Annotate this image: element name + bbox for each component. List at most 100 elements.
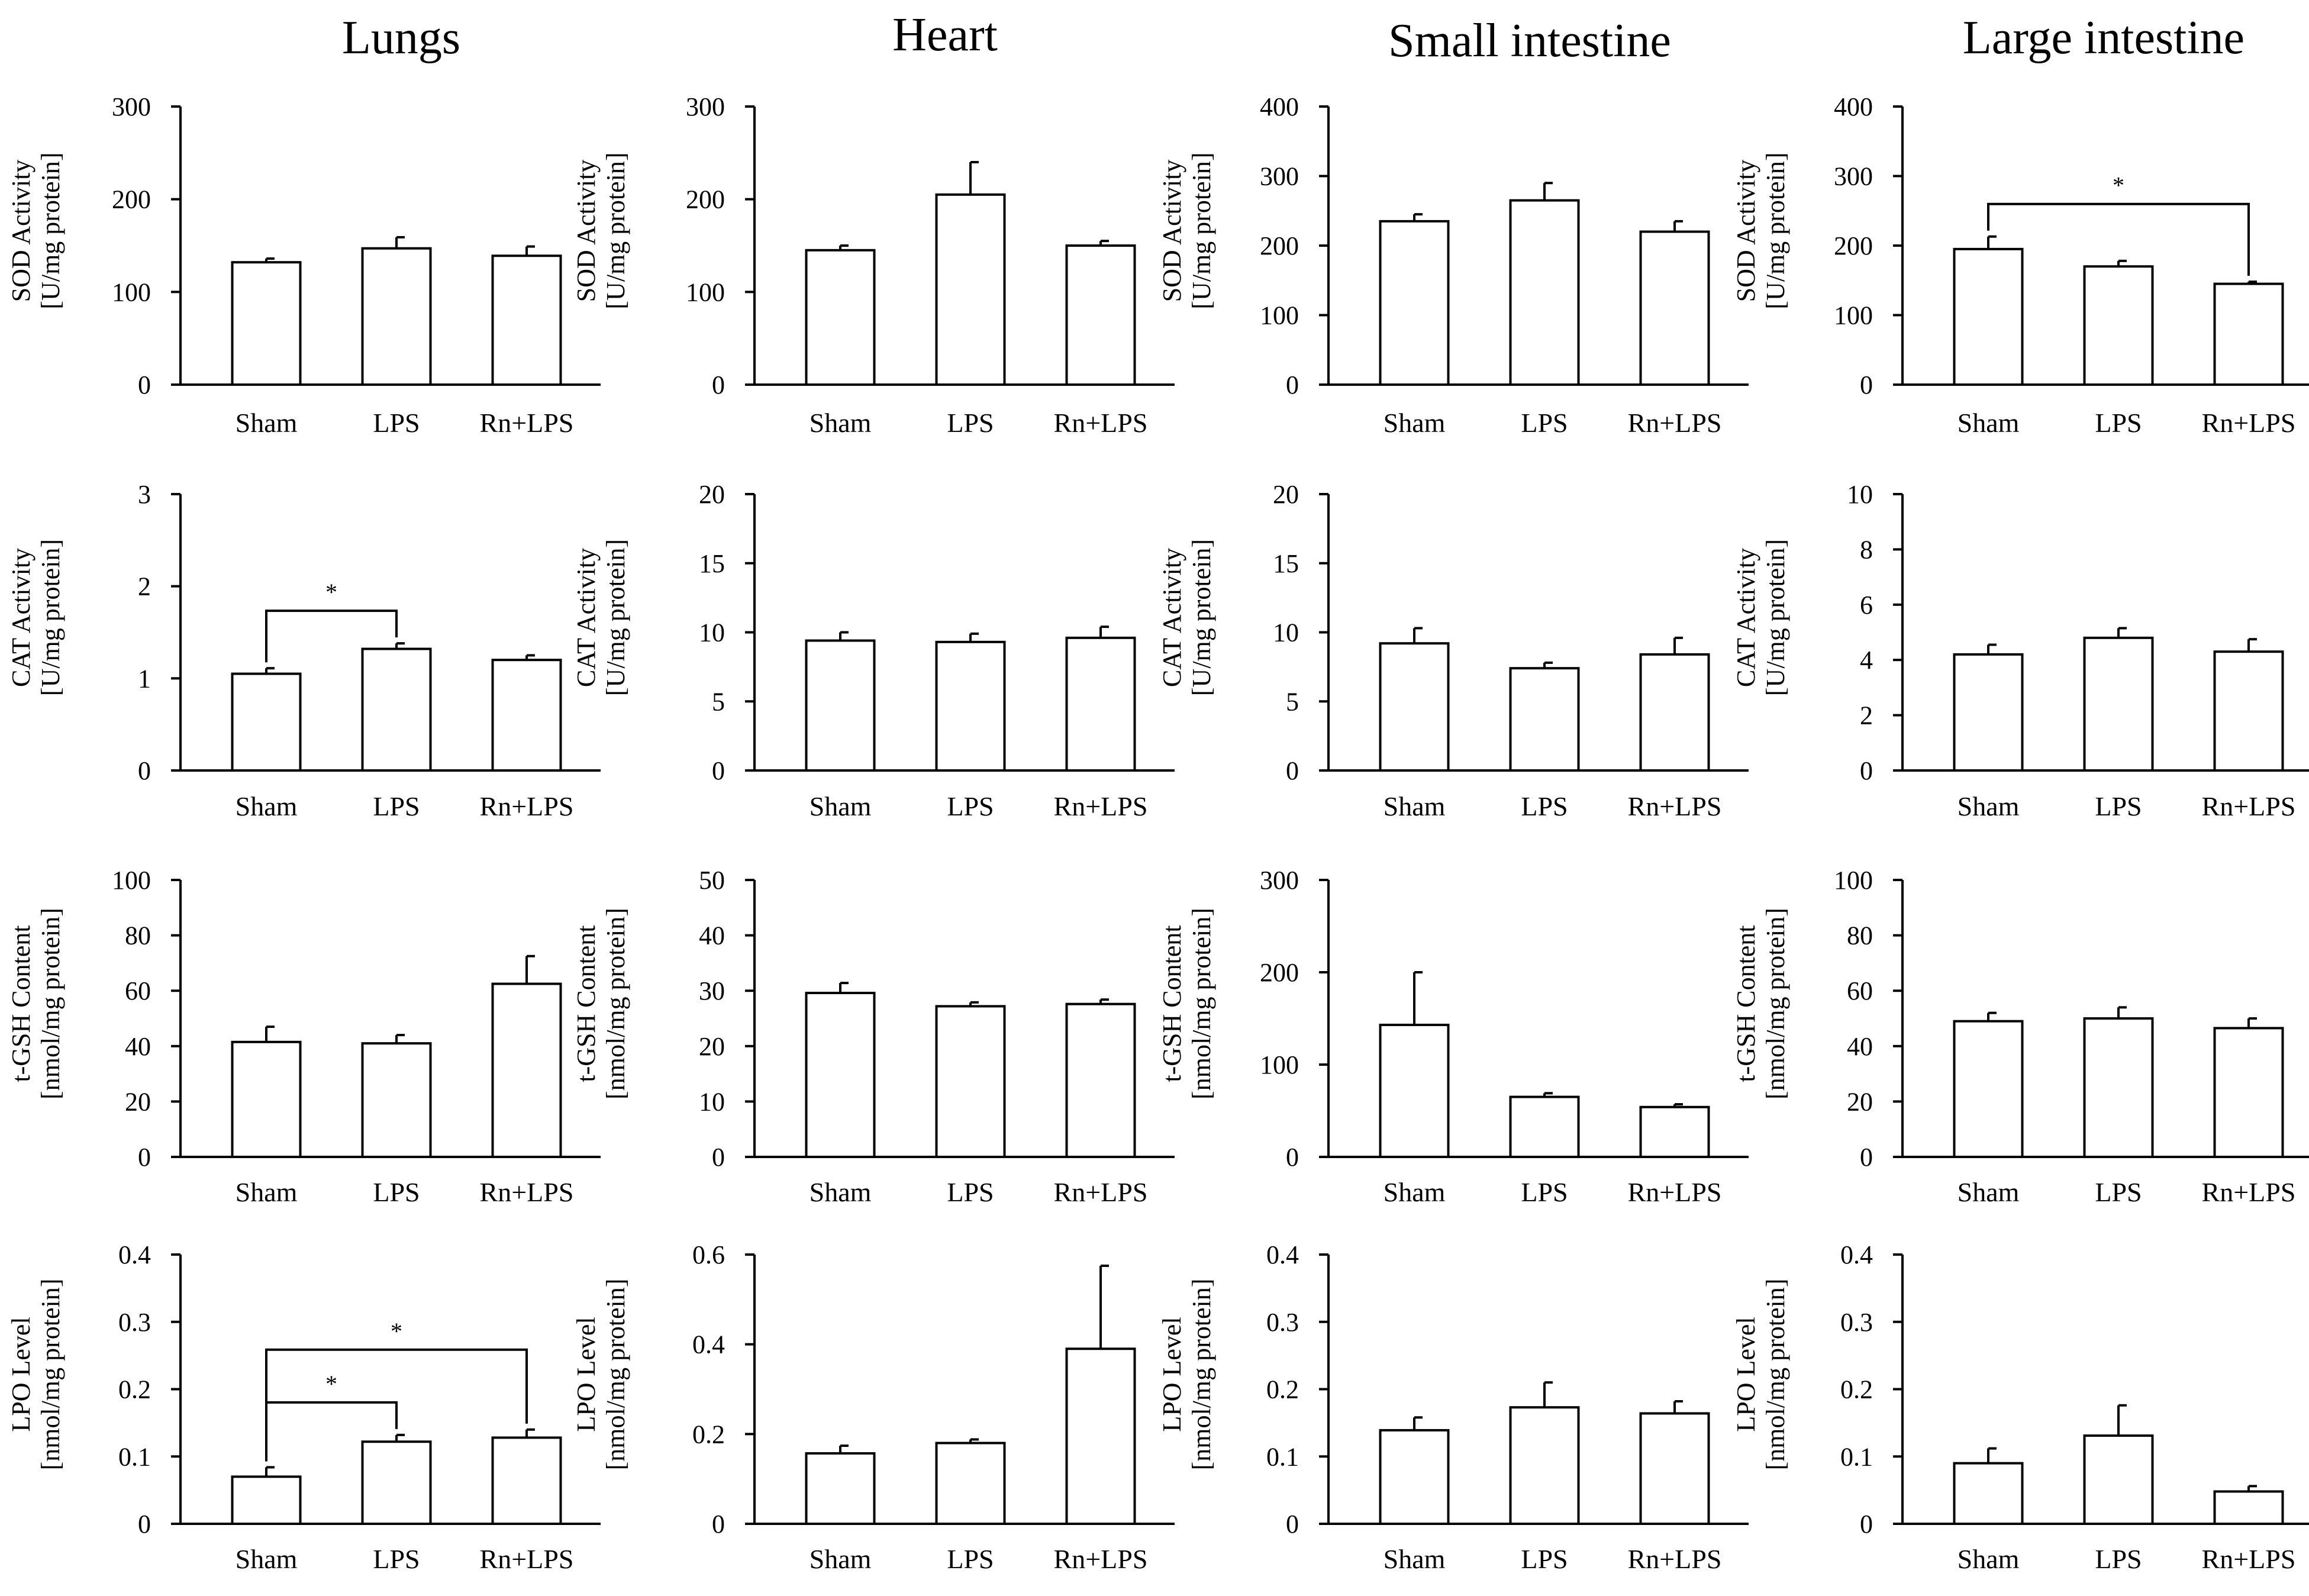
bar-lps	[935, 1442, 1006, 1525]
category-label-sham: Sham	[1384, 408, 1446, 438]
y-tick-label: 100	[1260, 1050, 1299, 1079]
y-tick-label: 0.1	[1266, 1442, 1299, 1471]
bar-lps	[2083, 636, 2154, 772]
significance-marker: *	[325, 579, 337, 605]
y-tick-label: 5	[712, 687, 725, 716]
y-tick-label: 0.3	[1840, 1308, 1873, 1337]
y-tick-label: 10	[1273, 618, 1299, 647]
y-axis-unit-label: [U/mg protein]	[1761, 152, 1790, 309]
y-tick-label: 0	[712, 370, 725, 399]
y-tick-label: 0	[1860, 1143, 1873, 1172]
category-label-sham: Sham	[1958, 1544, 2020, 1574]
y-tick-label: 4	[1860, 646, 1873, 675]
chart-panel: 0 10 20 30 40 50 t-GSH Content [nmol/mg protein…	[572, 866, 1175, 1207]
column-title-heart: Heart	[892, 9, 998, 61]
column-title-lungs: Lungs	[342, 12, 460, 64]
y-tick-label: 300	[1834, 162, 1873, 191]
chart-panel: 0 100 200 300 400 SOD Activity [U/mg protein] S…	[1157, 92, 1749, 438]
y-axis-label: LPO Level	[1731, 1317, 1760, 1431]
y-axis-unit-label: [nmol/mg protein]	[1187, 908, 1216, 1100]
y-tick-label: 40	[1847, 1032, 1873, 1061]
bar-sham	[1379, 642, 1450, 772]
y-tick-label: 200	[1260, 231, 1299, 260]
y-axis-label: t-GSH Content	[1157, 925, 1186, 1082]
y-tick-label: 300	[1260, 162, 1299, 191]
y-axis-unit-label: [nmol/mg protein]	[36, 1279, 65, 1471]
bar-sham	[805, 639, 876, 772]
y-tick-label: 0	[138, 1143, 151, 1172]
y-tick-label: 10	[1847, 480, 1873, 509]
category-label-rn-lps: Rn+LPS	[2202, 1544, 2296, 1574]
y-tick-label: 300	[1260, 866, 1299, 895]
y-tick-label: 0.4	[118, 1240, 151, 1269]
bar-rn-lps	[2213, 1027, 2284, 1158]
bar-rn-lps	[1065, 1347, 1136, 1525]
y-axis-unit-label: [U/mg protein]	[601, 539, 630, 696]
category-label-rn-lps: Rn+LPS	[1054, 1544, 1148, 1574]
bar-lps	[361, 1042, 432, 1158]
y-axis-label: t-GSH Content	[572, 925, 601, 1082]
y-tick-label: 0.3	[118, 1308, 151, 1337]
bar-sham	[1379, 1429, 1450, 1525]
bar-lps	[361, 247, 432, 386]
category-label-rn-lps: Rn+LPS	[2202, 1177, 2296, 1207]
bar-sham	[231, 1040, 302, 1159]
y-axis-unit-label: [U/mg protein]	[36, 152, 65, 309]
bar-lps	[1509, 199, 1580, 386]
y-tick-label: 30	[699, 976, 725, 1005]
bar-rn-lps	[491, 982, 562, 1158]
category-label-sham: Sham	[236, 1544, 298, 1574]
y-tick-label: 0	[1286, 370, 1299, 399]
bar-lps	[361, 1440, 432, 1526]
y-tick-label: 100	[112, 866, 151, 895]
bar-rn-lps	[491, 254, 562, 386]
bar-sham	[1953, 1020, 2024, 1159]
category-label-sham: Sham	[810, 1177, 872, 1207]
y-tick-label: 60	[1847, 976, 1873, 1005]
bar-rn-lps	[1639, 653, 1710, 772]
y-axis-label: CAT Activity	[1731, 548, 1760, 687]
y-tick-label: 0	[138, 756, 151, 785]
chart-panel: 0 2 4 6 8 10 CAT Activity [U/mg protein] Sham LPS…	[1731, 480, 2309, 821]
y-tick-label: 15	[699, 549, 725, 578]
category-label-sham: Sham	[1384, 1544, 1446, 1574]
y-axis-label: SOD Activity	[1731, 160, 1760, 302]
bar-lps	[2083, 1017, 2154, 1158]
bar-rn-lps	[491, 1436, 562, 1525]
y-tick-label: 0	[712, 1143, 725, 1172]
bar-rn-lps	[2213, 1490, 2284, 1525]
y-tick-label: 20	[125, 1087, 151, 1116]
y-axis-label: t-GSH Content	[7, 925, 36, 1082]
bar-rn-lps	[1639, 230, 1710, 386]
y-tick-label: 0	[1860, 756, 1873, 785]
category-label-rn-lps: Rn+LPS	[2202, 408, 2296, 438]
y-tick-label: 0	[1286, 1510, 1299, 1539]
category-label-rn-lps: Rn+LPS	[480, 408, 574, 438]
y-tick-label: 20	[1847, 1087, 1873, 1116]
bar-sham	[1379, 220, 1450, 386]
y-axis-unit-label: [U/mg protein]	[1187, 152, 1216, 309]
bar-sham	[805, 1452, 876, 1525]
chart-panel: 0 0.1 0.2 0.3 0.4 LPO Level [nmol/mg protein] S…	[1731, 1240, 2309, 1574]
bar-lps	[1509, 1095, 1580, 1158]
bar-sham	[1953, 1462, 2024, 1525]
y-axis-unit-label: [nmol/mg protein]	[601, 908, 630, 1100]
y-tick-label: 0	[1286, 1143, 1299, 1172]
category-label-sham: Sham	[810, 408, 872, 438]
category-label-rn-lps: Rn+LPS	[1628, 408, 1722, 438]
y-tick-label: 20	[1273, 480, 1299, 509]
bar-lps	[1509, 1406, 1580, 1525]
category-label-rn-lps: Rn+LPS	[1054, 408, 1148, 438]
bar-lps	[361, 647, 432, 772]
y-tick-label: 300	[686, 92, 725, 121]
y-tick-label: 80	[1847, 921, 1873, 950]
category-label-rn-lps: Rn+LPS	[1628, 791, 1722, 821]
y-axis-unit-label: [nmol/mg protein]	[1187, 1279, 1216, 1471]
category-label-lps: LPS	[947, 791, 994, 821]
category-label-rn-lps: Rn+LPS	[1628, 1177, 1722, 1207]
y-axis-unit-label: [nmol/mg protein]	[601, 1279, 630, 1471]
y-tick-label: 0.2	[692, 1420, 725, 1449]
bar-lps	[1509, 667, 1580, 772]
